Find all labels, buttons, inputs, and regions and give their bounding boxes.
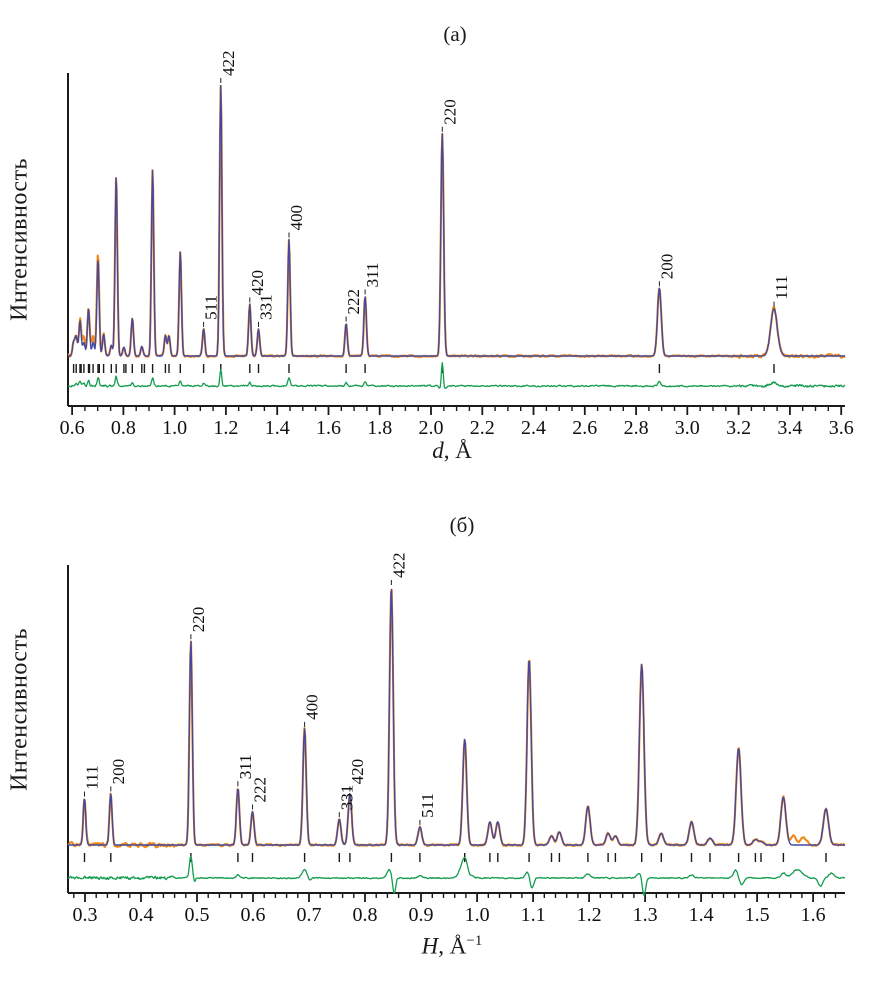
x-tick-label-а: 1.2 — [213, 417, 238, 439]
panel-a-ylabel: Интенсивность — [6, 158, 33, 322]
panel-b-xlabel: H, Å−1 — [372, 933, 532, 960]
observed-curve-б — [67, 588, 846, 849]
x-tick-label-б: 0.7 — [297, 904, 322, 926]
panel-b-xlabel-sup: −1 — [466, 933, 483, 949]
x-tick-label-б: 1.1 — [521, 904, 546, 926]
x-tick-label-б: 1.3 — [633, 904, 658, 926]
bragg-tick-row-а — [72, 364, 775, 373]
panel-a-label: (а) — [443, 22, 467, 46]
peak-label-222-б: 222 — [251, 777, 270, 803]
x-tick-label-б: 0.9 — [409, 904, 434, 926]
x-tick-label-а: 1.8 — [367, 417, 392, 439]
x-tick-label-а: 2.6 — [572, 417, 597, 439]
x-tick-label-а: 2.4 — [521, 417, 546, 439]
panel-b-ylabel: Интенсивность — [6, 628, 33, 792]
peak-label-400-а: 400 — [287, 205, 306, 231]
x-tick-label-а: 3.6 — [829, 417, 854, 439]
panel-a-xlabel-var: d — [432, 438, 444, 463]
axes-а: 0.6 0.8 1.0 1.2 1.4 1.6 1.8 2.0 2.2 2.4 2.6 2.8 3.0 3… — [60, 73, 854, 439]
bragg-tick-row-б — [83, 853, 827, 862]
x-tick-label-б: 1.5 — [745, 904, 770, 926]
x-tick-label-б: 0.4 — [129, 904, 154, 926]
peak-label-422-б: 422 — [389, 553, 408, 579]
x-tick-label-б: 1.2 — [577, 904, 602, 926]
peak-label-311-а: 311 — [363, 263, 382, 288]
panel-a-xlabel-unit: , Å — [443, 438, 472, 463]
peak-label-420-б: 420 — [348, 759, 367, 785]
peak-label-200-б: 200 — [109, 759, 128, 785]
peak-label-311-б: 311 — [236, 754, 255, 779]
difference-curve-б — [67, 855, 846, 896]
x-tick-label-а: 2.2 — [470, 417, 495, 439]
panel-a-xlabel: d, Å — [372, 438, 532, 464]
axes-б: 0.3 0.4 0.5 0.6 0.7 0.8 0.9 1.0 1.1 1.2 1.3 1.4 1.5 1… — [67, 565, 845, 926]
x-tick-label-б: 1.6 — [801, 904, 826, 926]
x-tick-label-а: 2.8 — [624, 417, 649, 439]
peak-label-400-б: 400 — [303, 694, 322, 720]
x-tick-label-а: 3.4 — [777, 417, 802, 439]
difference-curve-а — [67, 362, 845, 390]
x-tick-label-а: 0.6 — [60, 417, 85, 439]
x-tick-label-б: 0.6 — [241, 904, 266, 926]
observed-curve-а — [67, 84, 846, 359]
peak-label-200-а: 200 — [657, 254, 676, 280]
peak-label-111-б: 111 — [83, 765, 102, 789]
panel-a-plot: 0.6 0.8 1.0 1.2 1.4 1.6 1.8 2.0 2.2 2.4 2.6 2.8 3.0 3… — [60, 51, 854, 439]
x-tick-label-а: 3.2 — [726, 417, 751, 439]
peak-label-111-а: 111 — [772, 275, 791, 299]
calculated-curve-б — [68, 589, 845, 846]
peak-label-222-а: 222 — [344, 289, 363, 315]
x-tick-label-б: 1.0 — [465, 904, 490, 926]
peak-label-220-б: 220 — [189, 607, 208, 633]
panel-b-plot: 0.3 0.4 0.5 0.6 0.7 0.8 0.9 1.0 1.1 1.2 1.3 1.4 1.5 1… — [67, 553, 846, 926]
x-tick-label-а: 3.0 — [675, 417, 700, 439]
peak-label-511-а: 511 — [202, 295, 221, 320]
x-tick-label-а: 1.0 — [162, 417, 187, 439]
x-tick-label-б: 0.3 — [73, 904, 98, 926]
peak-label-220-а: 220 — [440, 99, 459, 125]
x-tick-label-б: 1.4 — [689, 904, 714, 926]
peak-label-331-б: 331 — [337, 785, 356, 811]
x-tick-label-а: 1.4 — [265, 417, 290, 439]
panel-b-xlabel-unit: , Å — [438, 933, 467, 959]
peak-label-422-а: 422 — [219, 51, 238, 76]
x-tick-label-а: 0.8 — [111, 417, 136, 439]
x-tick-label-а: 2.0 — [419, 417, 444, 439]
peak-label-420-а: 420 — [248, 270, 267, 296]
panel-b-xlabel-var: H — [421, 933, 439, 959]
peak-label-511-б: 511 — [418, 793, 437, 818]
x-tick-label-б: 0.5 — [185, 904, 210, 926]
x-tick-label-б: 0.8 — [353, 904, 378, 926]
x-tick-label-а: 1.6 — [316, 417, 341, 439]
calculated-curve-а — [68, 85, 845, 357]
panel-b-label: (б) — [449, 513, 475, 537]
peak-label-331-а: 331 — [257, 294, 276, 320]
